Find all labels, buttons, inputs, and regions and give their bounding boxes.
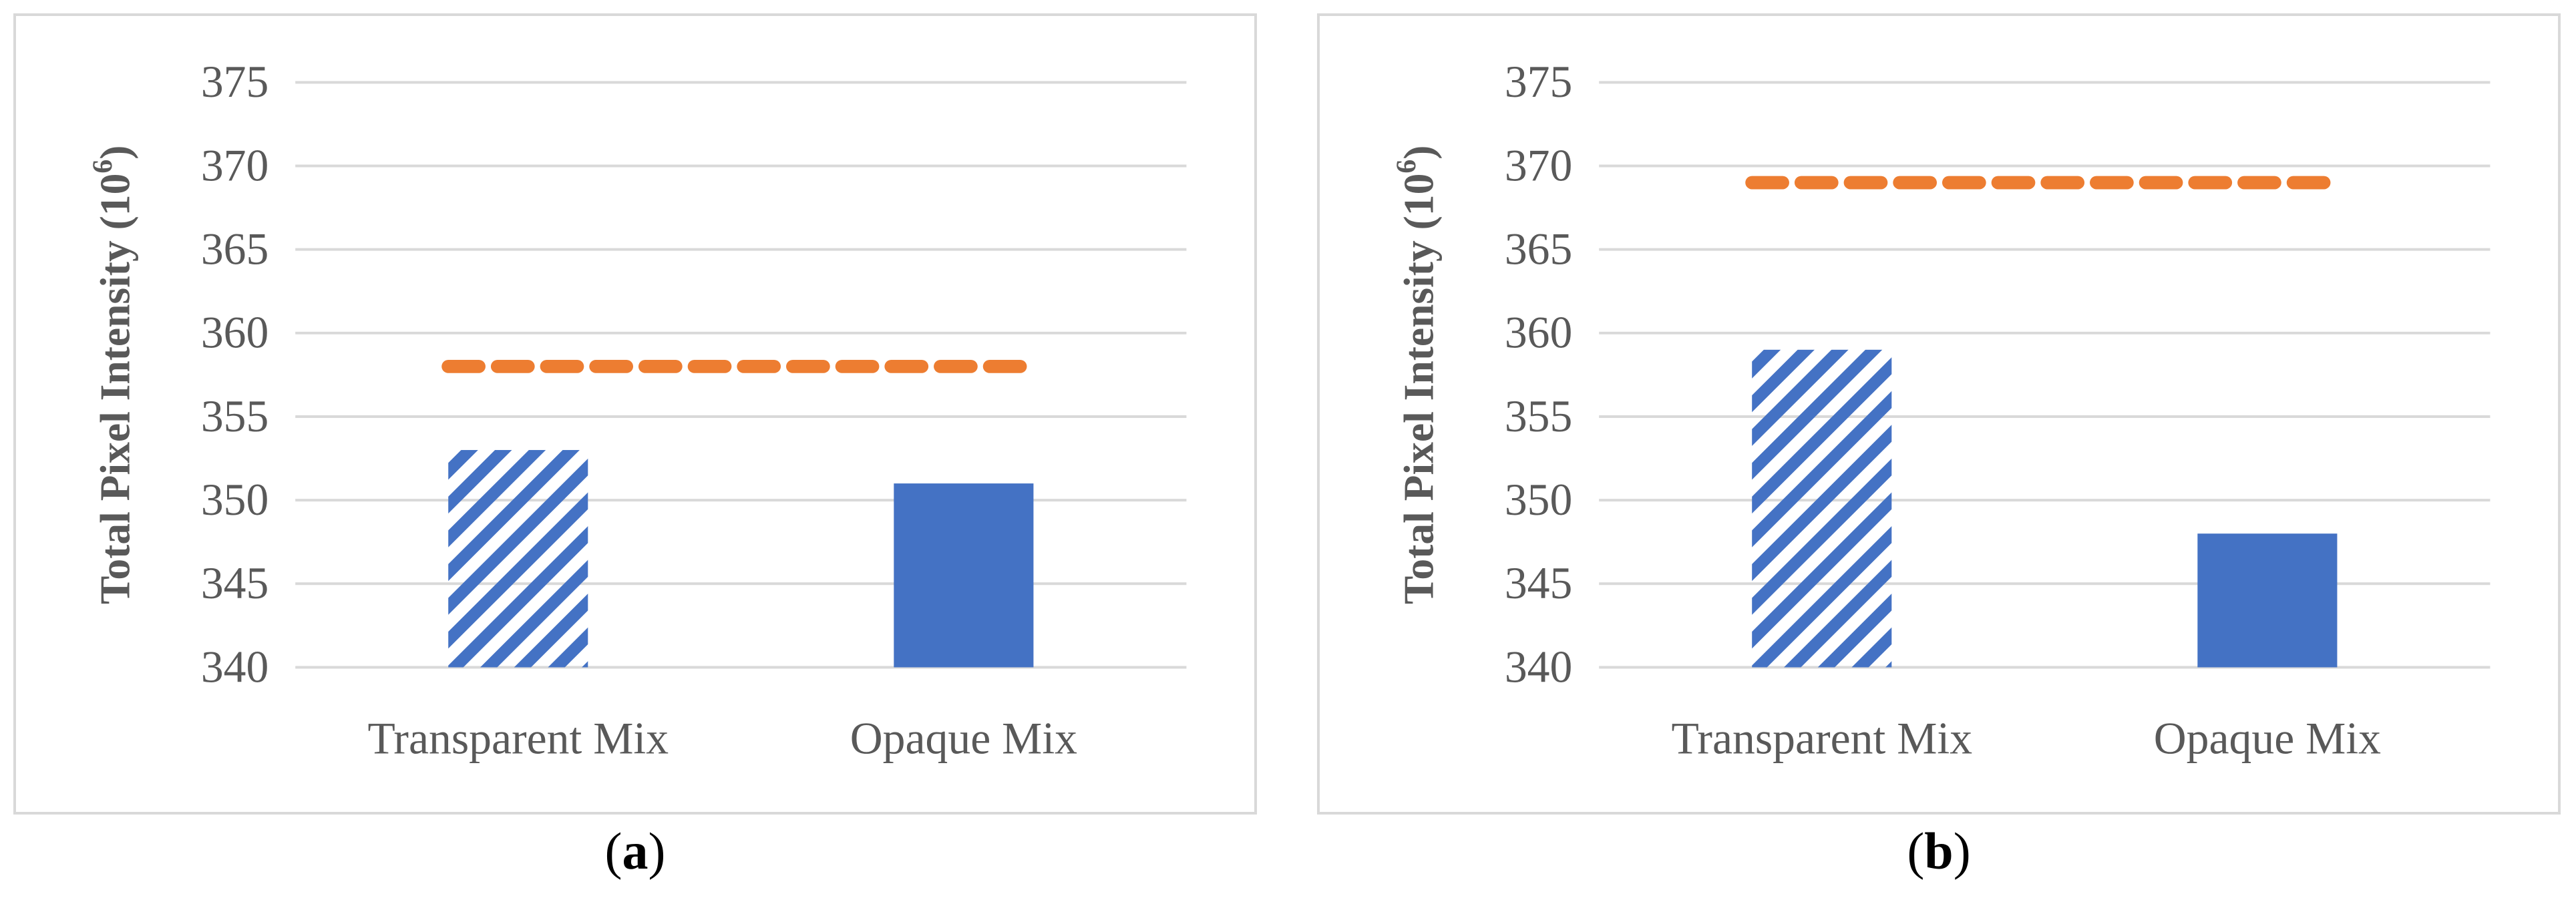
- y-axis-label: Total Pixel Intensity (106): [87, 146, 138, 605]
- y-tick-label: 370: [201, 140, 269, 190]
- bar-opaque-mix: [894, 483, 1034, 668]
- bar-transparent-mix: [448, 450, 588, 668]
- caption-b-close: ): [1953, 822, 1971, 880]
- y-tick-label: 345: [201, 558, 269, 608]
- y-axis-label-close: ): [91, 146, 138, 160]
- y-tick-label: 355: [201, 391, 269, 441]
- caption-a-open: (: [604, 822, 622, 880]
- bar-transparent-mix: [1752, 349, 1892, 668]
- chart-panel-a: 340 345 350 355 360 365 370 375 Transparent Mix O…: [13, 13, 1257, 815]
- chart-panel-b: 340 345 350 355 360 365 370 375 Transparent Mix O…: [1317, 13, 2561, 815]
- caption-a-letter: a: [622, 822, 649, 880]
- bar-opaque-mix: [2197, 533, 2338, 668]
- y-tick-label: 340: [1505, 642, 1573, 692]
- caption-b-open: (: [1907, 822, 1925, 880]
- caption-b-letter: b: [1924, 822, 1954, 880]
- caption-a: (a): [535, 821, 735, 881]
- caption-a-close: ): [648, 822, 666, 880]
- x-category-label: Opaque Mix: [2154, 714, 2381, 764]
- y-tick-label: 360: [201, 308, 269, 358]
- caption-b: (b): [1839, 821, 2039, 881]
- y-tick-label: 350: [201, 475, 269, 525]
- y-tick-label: 370: [1505, 140, 1573, 190]
- y-tick-label: 355: [1505, 391, 1573, 441]
- x-category-label: Opaque Mix: [850, 714, 1077, 764]
- y-axis-label-sup: 6: [1391, 160, 1422, 174]
- chart-b-svg: 340 345 350 355 360 365 370 375 Transparent Mix O…: [1391, 57, 2491, 764]
- y-axis-label-main: Total Pixel Intensity (10: [1395, 174, 1442, 605]
- y-tick-label: 365: [1505, 224, 1573, 274]
- y-tick-label: 340: [201, 642, 269, 692]
- y-tick-label: 350: [1505, 475, 1573, 525]
- y-axis-label-close: ): [1395, 146, 1442, 160]
- y-axis-label: Total Pixel Intensity (106): [1391, 146, 1442, 605]
- y-axis-label-main: Total Pixel Intensity (10: [91, 174, 138, 605]
- x-category-label: Transparent Mix: [1671, 714, 1972, 764]
- y-tick-label: 345: [1505, 558, 1573, 608]
- y-tick-label: 360: [1505, 308, 1573, 358]
- y-tick-label: 375: [1505, 57, 1573, 107]
- y-tick-label: 365: [201, 224, 269, 274]
- x-category-label: Transparent Mix: [367, 714, 669, 764]
- y-axis-label-sup: 6: [87, 160, 118, 174]
- y-tick-label: 375: [201, 57, 269, 107]
- chart-a-svg: 340 345 350 355 360 365 370 375 Transparent Mix O…: [87, 57, 1187, 764]
